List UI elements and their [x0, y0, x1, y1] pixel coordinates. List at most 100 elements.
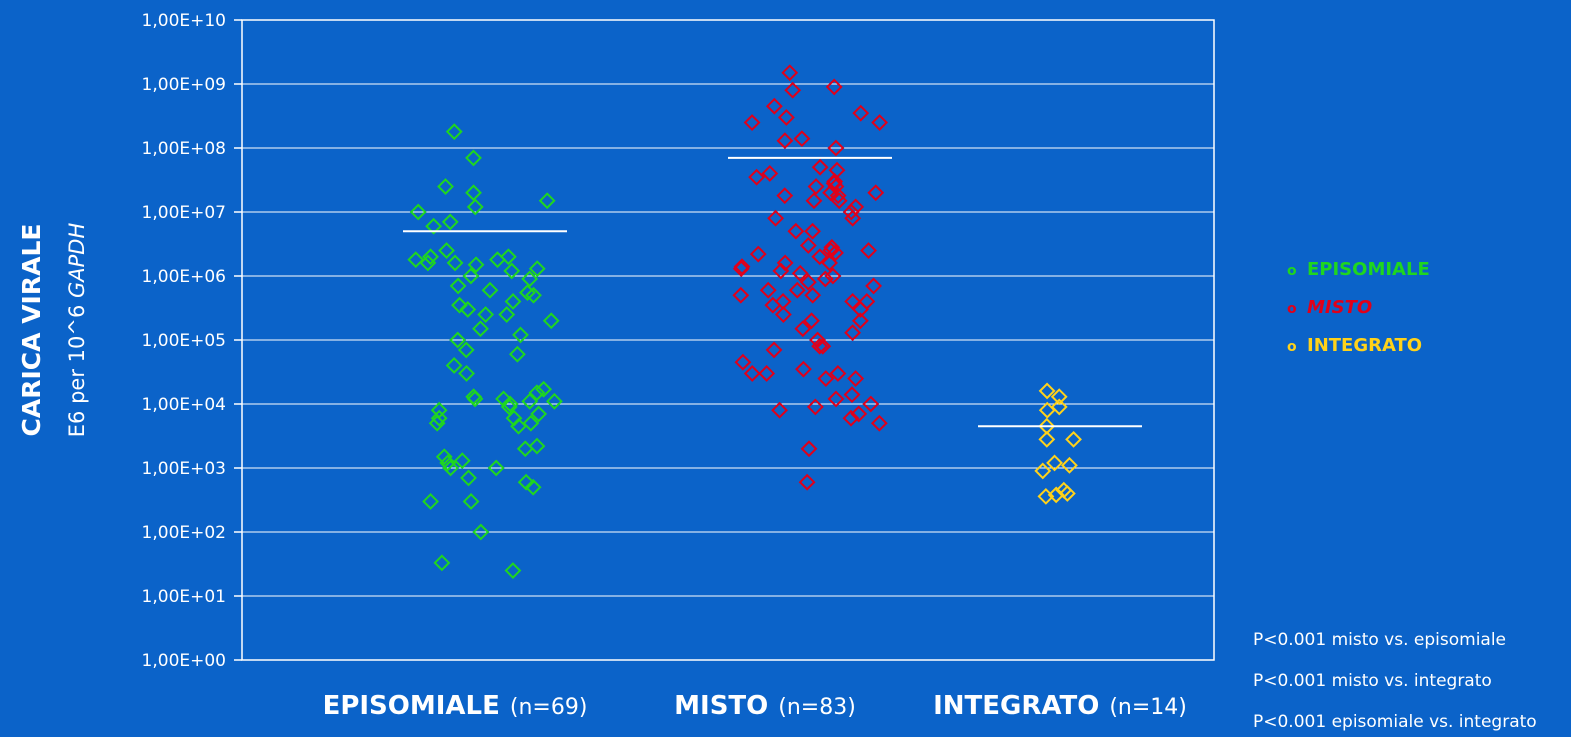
- data-point-misto: [842, 203, 860, 221]
- data-point-episomiale: [433, 554, 451, 572]
- data-point-misto: [795, 360, 812, 378]
- data-point-episomiale: [419, 254, 437, 272]
- data-point-episomiale: [508, 345, 526, 363]
- data-point-misto: [852, 301, 869, 318]
- data-point-misto: [851, 312, 869, 330]
- y-tick-label: 1,00E+05: [142, 331, 226, 351]
- data-point-misto: [816, 270, 834, 288]
- data-point-misto: [776, 187, 794, 205]
- data-point-misto: [758, 365, 776, 382]
- x-category-count: (n=83): [778, 695, 856, 720]
- x-category-label: EPISOMIALE (n=69): [323, 691, 588, 721]
- x-category-name: MISTO: [674, 691, 768, 721]
- data-point-episomiale: [503, 262, 521, 280]
- data-point-misto: [759, 281, 777, 299]
- x-category-name: EPISOMIALE: [323, 691, 500, 721]
- data-point-misto: [860, 242, 877, 259]
- data-point-episomiale: [472, 320, 489, 338]
- data-point-misto: [825, 78, 843, 96]
- data-point-episomiale: [522, 414, 540, 432]
- data-point-misto: [788, 281, 806, 299]
- data-point-misto: [774, 306, 792, 323]
- data-point-misto: [793, 130, 811, 148]
- legend-marker: o: [1287, 301, 1297, 317]
- data-point-misto: [858, 293, 876, 310]
- data-point-integrato: [1046, 454, 1063, 472]
- data-point-episomiale: [422, 248, 439, 266]
- data-point-integrato: [1038, 382, 1056, 400]
- data-point-misto: [807, 178, 825, 195]
- data-point-misto: [748, 168, 766, 186]
- data-point-integrato: [1038, 430, 1056, 448]
- data-point-misto: [732, 286, 750, 304]
- data-point-episomiale: [409, 203, 427, 221]
- data-point-misto: [765, 341, 783, 359]
- data-point-misto: [865, 277, 883, 295]
- data-point-episomiale: [510, 417, 527, 435]
- y-tick-label: 1,00E+01: [142, 587, 226, 607]
- legend-label: INTEGRATO: [1307, 335, 1422, 356]
- y-tick-label: 1,00E+03: [142, 459, 226, 479]
- data-point-misto: [761, 165, 779, 182]
- data-point-misto: [798, 473, 816, 491]
- y-tick-label: 1,00E+10: [142, 11, 226, 31]
- data-point-misto: [852, 104, 870, 122]
- data-point-misto: [805, 192, 823, 210]
- data-point-misto: [784, 81, 802, 99]
- data-point-misto: [771, 401, 788, 419]
- data-point-misto: [799, 237, 817, 254]
- p-value-annotation: P<0.001 misto vs. integrato: [1253, 671, 1492, 691]
- data-point-misto: [804, 222, 821, 240]
- data-point-episomiale: [457, 341, 475, 359]
- data-point-misto: [867, 184, 885, 202]
- data-point-episomiale: [528, 437, 546, 455]
- data-point-episomiale: [512, 326, 529, 344]
- data-point-integrato: [1034, 462, 1052, 480]
- p-value-annotation: P<0.001 misto vs. episomiale: [1253, 630, 1506, 650]
- data-point-misto: [767, 209, 785, 227]
- data-point-episomiale: [446, 254, 464, 272]
- data-point-episomiale: [441, 213, 459, 231]
- data-point-misto: [827, 244, 844, 262]
- data-point-misto: [781, 64, 799, 82]
- y-tick-label: 1,00E+04: [142, 395, 226, 415]
- data-point-misto: [814, 337, 832, 355]
- data-point-episomiale: [538, 192, 556, 210]
- data-point-misto: [850, 405, 868, 423]
- data-point-misto: [842, 409, 860, 427]
- data-point-misto: [794, 320, 812, 338]
- y-tick-label: 1,00E+07: [142, 203, 226, 223]
- data-point-episomiale: [466, 390, 484, 408]
- data-point-episomiale: [439, 454, 457, 472]
- data-point-episomiale: [459, 301, 477, 318]
- data-point-misto: [843, 386, 861, 404]
- data-point-integrato: [1061, 456, 1078, 474]
- data-point-episomiale: [487, 459, 505, 477]
- data-point-misto: [829, 365, 847, 382]
- data-point-misto: [777, 109, 795, 126]
- data-point-misto: [800, 440, 818, 458]
- y-axis-subtitle-prefix: E6 per 10^6: [65, 298, 89, 437]
- x-category-label: MISTO (n=83): [674, 691, 856, 721]
- legend-marker: o: [1287, 263, 1297, 279]
- data-point-misto: [749, 245, 767, 263]
- data-point-episomiale: [516, 440, 534, 458]
- data-point-misto: [827, 390, 845, 408]
- y-tick-label: 1,00E+00: [142, 651, 226, 671]
- data-point-episomiale: [517, 473, 535, 491]
- data-point-episomiale: [449, 277, 467, 295]
- y-tick-label: 1,00E+02: [142, 523, 226, 543]
- x-category-count: (n=14): [1109, 695, 1187, 720]
- data-point-episomiale: [428, 414, 446, 432]
- data-point-misto: [804, 286, 822, 304]
- legend-marker: o: [1287, 339, 1297, 355]
- data-point-misto: [871, 114, 889, 131]
- data-point-misto: [844, 324, 862, 342]
- data-point-episomiale: [460, 469, 477, 487]
- data-point-episomiale: [524, 478, 542, 496]
- data-point-episomiale: [521, 392, 539, 410]
- data-point-misto: [743, 365, 761, 382]
- data-point-episomiale: [445, 123, 463, 141]
- data-point-misto: [765, 97, 783, 115]
- data-point-misto: [774, 293, 792, 310]
